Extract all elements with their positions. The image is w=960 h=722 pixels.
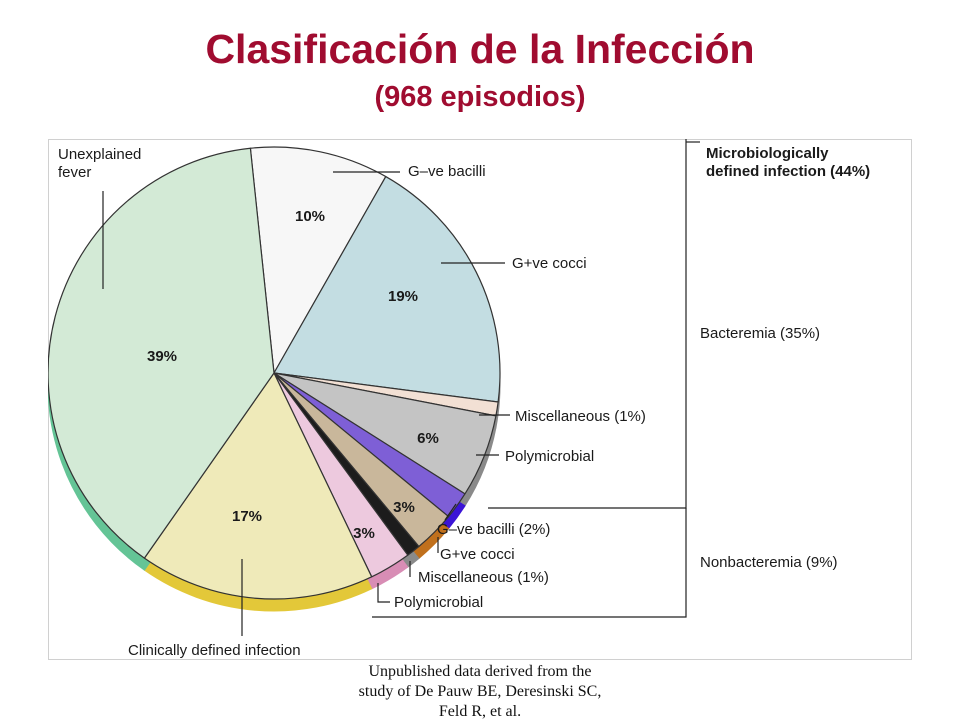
value-label-poly_bact: 6% <box>417 430 439 447</box>
label-microbiologic-group: Microbiologically defined infection (44%) <box>706 145 870 180</box>
label-misc-bact: Miscellaneous (1%) <box>515 408 646 425</box>
slice-clinical <box>143 372 373 600</box>
label-unexplained: Unexplained fever <box>58 146 141 181</box>
value-label-unexplained: 39% <box>147 348 177 365</box>
value-label-gneg_bacilli_bact: 10% <box>295 208 325 225</box>
leader-lines <box>102 139 700 636</box>
label-bacteremia-group: Bacteremia (35%) <box>700 325 820 342</box>
label-misc-nonbact: Miscellaneous (1%) <box>418 569 549 586</box>
pie-chart: 10% 19% 6% 3% 3% 17% 39% Unexplained fever G–ve b… <box>48 139 912 660</box>
value-label-gpos_cocci_bact: 19% <box>388 288 418 305</box>
pie-chart-figure: 10% 19% 6% 3% 3% 17% 39% Unexplained fever G–ve b… <box>48 139 912 660</box>
value-label-poly_nonbact: 3% <box>353 525 375 542</box>
label-poly-bact: Polymicrobial <box>505 448 594 465</box>
label-gpos-cocci-nonbact: G+ve cocci <box>440 546 515 563</box>
footnote-line-2: study of De Pauw BE, Deresinski SC, <box>358 683 602 700</box>
chart-labels: 10% 19% 6% 3% 3% 17% 39% Unexplained fever G–ve b… <box>58 145 870 659</box>
source-footnote: Unpublished data derived from the study … <box>300 662 660 722</box>
slide-title: Clasificación de la Infección <box>205 26 755 72</box>
slice-unexplained <box>48 147 275 559</box>
label-clinical: Clinically defined infection <box>128 642 301 659</box>
footnote-line-1: Unpublished data derived from the <box>368 663 592 680</box>
value-label-gpos_cocci_nonbact: 3% <box>393 499 415 516</box>
slice-gneg_bacilli_bact <box>249 146 387 374</box>
leader-poly-nonbact <box>377 583 390 603</box>
slice-gpos_cocci_bact <box>273 175 501 403</box>
label-nonbacteremia-group: Nonbacteremia (9%) <box>700 554 838 571</box>
leader-gneg-bacilli-nonbact <box>444 503 457 521</box>
pie-slices <box>48 146 501 600</box>
slide-subtitle: (968 episodios) <box>374 81 586 113</box>
label-poly-nonbact: Polymicrobial <box>394 594 483 611</box>
bracket-nonbacteremia <box>372 508 687 618</box>
label-gpos-cocci-bact: G+ve cocci <box>512 255 587 272</box>
footnote-line-3: Feld R, et al. <box>438 703 522 720</box>
label-gneg-bacilli-nonbact: G–ve bacilli (2%) <box>437 521 550 538</box>
label-gneg-bacilli-bact: G–ve bacilli <box>408 163 486 180</box>
value-label-clinical: 17% <box>232 508 262 525</box>
